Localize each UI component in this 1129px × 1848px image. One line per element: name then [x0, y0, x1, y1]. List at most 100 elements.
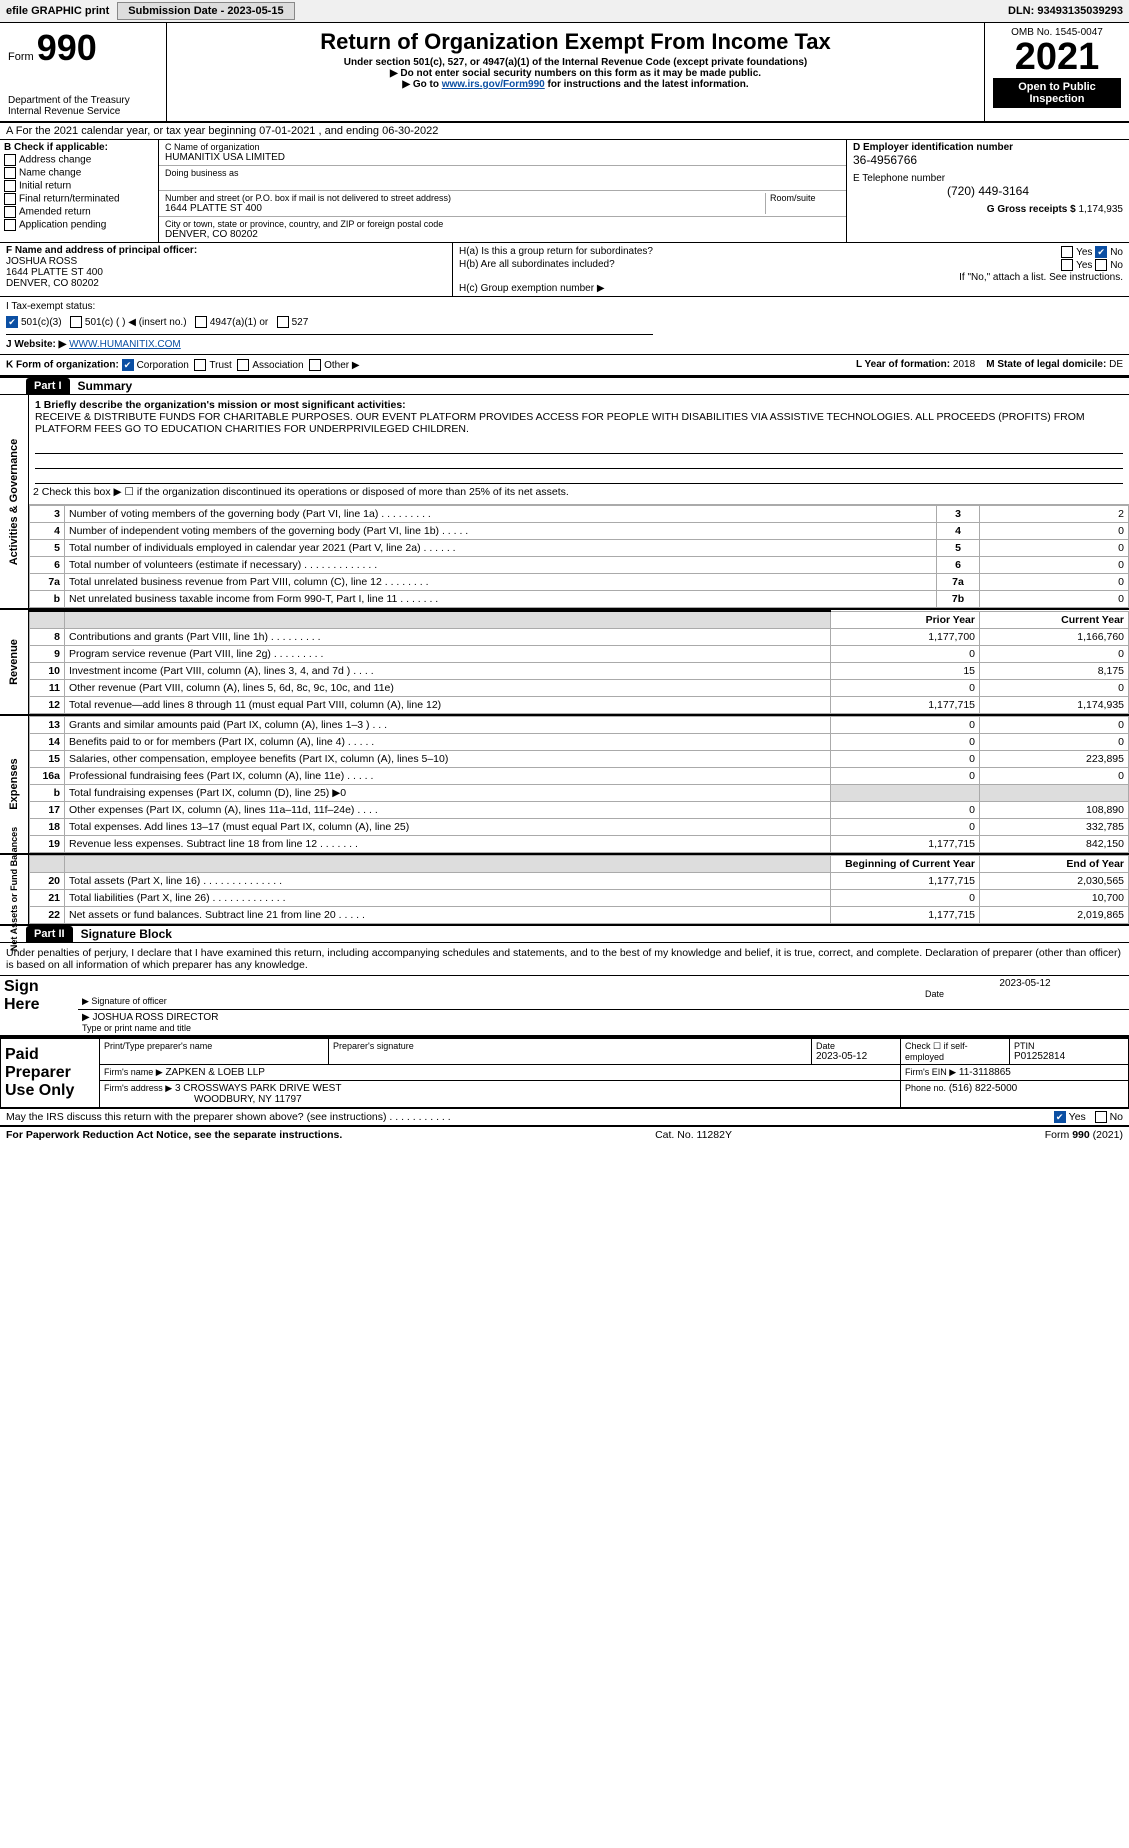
check-application-pending[interactable]: Application pending	[4, 219, 154, 231]
check-final-return[interactable]: Final return/terminated	[4, 193, 154, 205]
pp-firm: ZAPKEN & LOEB LLP	[165, 1067, 265, 1078]
row-desc: Other expenses (Part IX, column (A), lin…	[65, 801, 831, 818]
row-current: 1,174,935	[980, 696, 1129, 713]
row-prior: 0	[831, 889, 980, 906]
form-prefix: Form	[8, 51, 34, 63]
subtitle-1: Under section 501(c), 527, or 4947(a)(1)…	[175, 57, 976, 68]
row-num: 17	[30, 801, 65, 818]
officer-label: F Name and address of principal officer:	[6, 245, 446, 256]
check-address-change[interactable]: Address change	[4, 154, 154, 166]
table-row: 6Total number of volunteers (estimate if…	[30, 557, 1129, 574]
submission-date-button[interactable]: Submission Date - 2023-05-15	[117, 2, 294, 20]
pp-check-label: Check ☐ if self-employed	[905, 1041, 1005, 1062]
check-501c3[interactable]: 501(c)(3)	[6, 317, 62, 328]
check-4947[interactable]: 4947(a)(1) or	[195, 317, 268, 328]
row-val: 0	[980, 574, 1129, 591]
check-association[interactable]: Association	[237, 360, 303, 371]
row-desc: Professional fundraising fees (Part IX, …	[65, 767, 831, 784]
row-num: 8	[30, 628, 65, 645]
table-row: 9Program service revenue (Part VIII, lin…	[30, 645, 1129, 662]
pp-addr2: WOODBURY, NY 11797	[194, 1094, 302, 1105]
officer-name: JOSHUA ROSS	[6, 256, 446, 267]
row-desc: Total number of individuals employed in …	[65, 540, 937, 557]
header-right: OMB No. 1545-0047 2021 Open to Public In…	[985, 23, 1129, 121]
subtitle-3-prefix: ▶ Go to	[402, 79, 441, 90]
ha-yes[interactable]: Yes	[1061, 247, 1092, 258]
hb-yes[interactable]: Yes	[1061, 260, 1092, 271]
check-amended[interactable]: Amended return	[4, 206, 154, 218]
ha-label: H(a) Is this a group return for subordin…	[459, 246, 653, 258]
sig-officer-label: ▶ Signature of officer	[82, 996, 917, 1007]
year-formation-value: 2018	[953, 359, 975, 370]
row-prior: 0	[831, 750, 980, 767]
ha-no[interactable]: No	[1095, 247, 1123, 258]
item-2: 2 Check this box ▶ ☐ if the organization…	[29, 484, 1129, 505]
section-bcd: B Check if applicable: Address change Na…	[0, 140, 1129, 243]
dept-label: Department of the Treasury	[8, 95, 158, 106]
check-initial-return[interactable]: Initial return	[4, 180, 154, 192]
check-name-change[interactable]: Name change	[4, 167, 154, 179]
part1-header: Part I	[26, 378, 70, 394]
form-org-label: K Form of organization:	[6, 360, 119, 371]
row-box: 6	[937, 557, 980, 574]
row-current: 0	[980, 679, 1129, 696]
table-row: 5Total number of individuals employed in…	[30, 540, 1129, 557]
mission-text-value: RECEIVE & DISTRIBUTE FUNDS FOR CHARITABL…	[35, 411, 1085, 435]
check-527[interactable]: 527	[277, 317, 309, 328]
sig-name: ▶ JOSHUA ROSS DIRECTOR	[82, 1012, 1125, 1023]
row-prior: 0	[831, 716, 980, 733]
paid-preparer-label: Paid Preparer Use Only	[1, 1038, 100, 1108]
hb-note: If "No," attach a list. See instructions…	[459, 272, 1123, 283]
row-desc: Total revenue—add lines 8 through 11 (mu…	[65, 696, 831, 713]
box-c: C Name of organization HUMANITIX USA LIM…	[159, 140, 847, 242]
section-fh: F Name and address of principal officer:…	[0, 243, 1129, 297]
check-other[interactable]: Other ▶	[309, 360, 359, 371]
paid-preparer-table: Paid Preparer Use Only Print/Type prepar…	[0, 1037, 1129, 1109]
row-box: 4	[937, 523, 980, 540]
form-footer: Form 990 (2021)	[1045, 1129, 1123, 1141]
discuss-no[interactable]: No	[1095, 1111, 1123, 1123]
row-prior	[831, 784, 980, 801]
row-num: b	[30, 784, 65, 801]
row-desc: Total unrelated business revenue from Pa…	[65, 574, 937, 591]
subtitle-2: ▶ Do not enter social security numbers o…	[175, 68, 976, 79]
pp-addr-label: Firm's address ▶	[104, 1083, 172, 1093]
org-name-value: HUMANITIX USA LIMITED	[165, 152, 840, 163]
row-current: 10,700	[980, 889, 1129, 906]
table-row: 16aProfessional fundraising fees (Part I…	[30, 767, 1129, 784]
discuss-yes[interactable]: Yes	[1054, 1111, 1086, 1123]
table-row: 19Revenue less expenses. Subtract line 1…	[30, 835, 1129, 852]
row-current: 108,890	[980, 801, 1129, 818]
row-ij: I Tax-exempt status: 501(c)(3) 501(c) ( …	[0, 297, 1129, 355]
year-formation-label: L Year of formation:	[856, 359, 950, 370]
phone-value: (720) 449-3164	[853, 184, 1123, 198]
city-label: City or town, state or province, country…	[165, 219, 840, 229]
row-val: 2	[980, 506, 1129, 523]
row-prior: 1,177,715	[831, 835, 980, 852]
gross-receipts-label: G Gross receipts $	[987, 204, 1076, 215]
check-trust[interactable]: Trust	[194, 360, 231, 371]
box-de: D Employer identification number 36-4956…	[847, 140, 1129, 242]
row-desc: Total fundraising expenses (Part IX, col…	[65, 784, 831, 801]
table-row: 20Total assets (Part X, line 16) . . . .…	[30, 872, 1129, 889]
row-prior: 0	[831, 733, 980, 750]
side-label-exp-text: Expenses	[8, 758, 20, 809]
state-domicile-value: DE	[1109, 359, 1123, 370]
subtitle-3: ▶ Go to www.irs.gov/Form990 for instruct…	[175, 79, 976, 90]
box-h: H(a) Is this a group return for subordin…	[453, 243, 1129, 296]
paperwork-notice: For Paperwork Reduction Act Notice, see …	[6, 1129, 342, 1141]
hb-no[interactable]: No	[1095, 260, 1123, 271]
table-row: bTotal fundraising expenses (Part IX, co…	[30, 784, 1129, 801]
check-corporation[interactable]: Corporation	[122, 360, 189, 371]
pp-ein: 11-3118865	[959, 1067, 1011, 1078]
table-row: 13Grants and similar amounts paid (Part …	[30, 716, 1129, 733]
sig-date-label: Date	[925, 989, 1125, 999]
ha-answers: Yes No	[1061, 246, 1123, 258]
row-a: A For the 2021 calendar year, or tax yea…	[0, 123, 1129, 140]
website-link[interactable]: WWW.HUMANITIX.COM	[69, 339, 181, 350]
ag-table: 3Number of voting members of the governi…	[29, 505, 1129, 608]
part2-row: Part II Signature Block	[0, 926, 1129, 943]
irs-link[interactable]: www.irs.gov/Form990	[442, 79, 545, 90]
check-501c[interactable]: 501(c) ( ) ◀ (insert no.)	[70, 317, 187, 328]
side-label-rev-text: Revenue	[8, 639, 20, 685]
